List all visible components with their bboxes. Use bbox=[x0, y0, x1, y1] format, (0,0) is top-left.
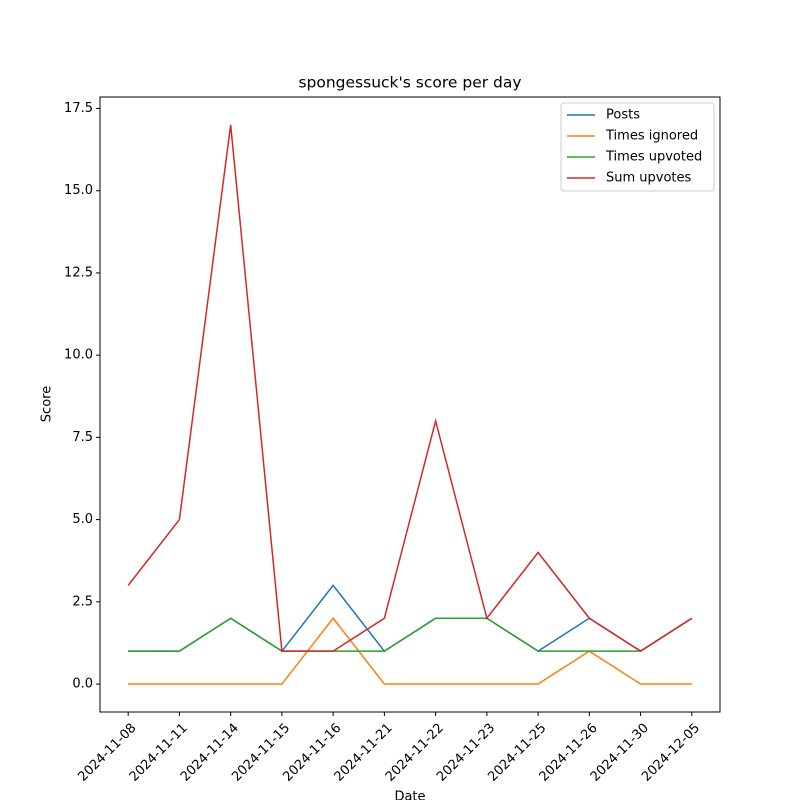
y-tick-label: 12.5 bbox=[64, 265, 93, 280]
x-axis-label: Date bbox=[394, 790, 425, 800]
series-line bbox=[127, 124, 693, 653]
legend-label: Posts bbox=[606, 108, 640, 123]
chart-title: spongessuck's score per day bbox=[298, 74, 521, 92]
legend-label: Times upvoted bbox=[605, 150, 702, 165]
y-tick-label: 2.5 bbox=[72, 594, 93, 609]
y-tick-label: 7.5 bbox=[72, 430, 93, 445]
series-line bbox=[128, 617, 693, 652]
y-tick-label: 15.0 bbox=[64, 183, 93, 198]
y-axis-label: Score bbox=[40, 386, 55, 422]
y-tick-label: 0.0 bbox=[72, 677, 93, 692]
plot-frame bbox=[99, 96, 721, 713]
y-tick-label: 10.0 bbox=[64, 348, 93, 363]
series-line bbox=[128, 617, 692, 685]
legend-box bbox=[560, 102, 715, 192]
y-tick-label: 17.5 bbox=[64, 101, 93, 116]
legend-label: Sum upvotes bbox=[606, 171, 692, 186]
y-tick-label: 5.0 bbox=[72, 512, 93, 527]
legend-label: Times ignored bbox=[605, 129, 698, 144]
